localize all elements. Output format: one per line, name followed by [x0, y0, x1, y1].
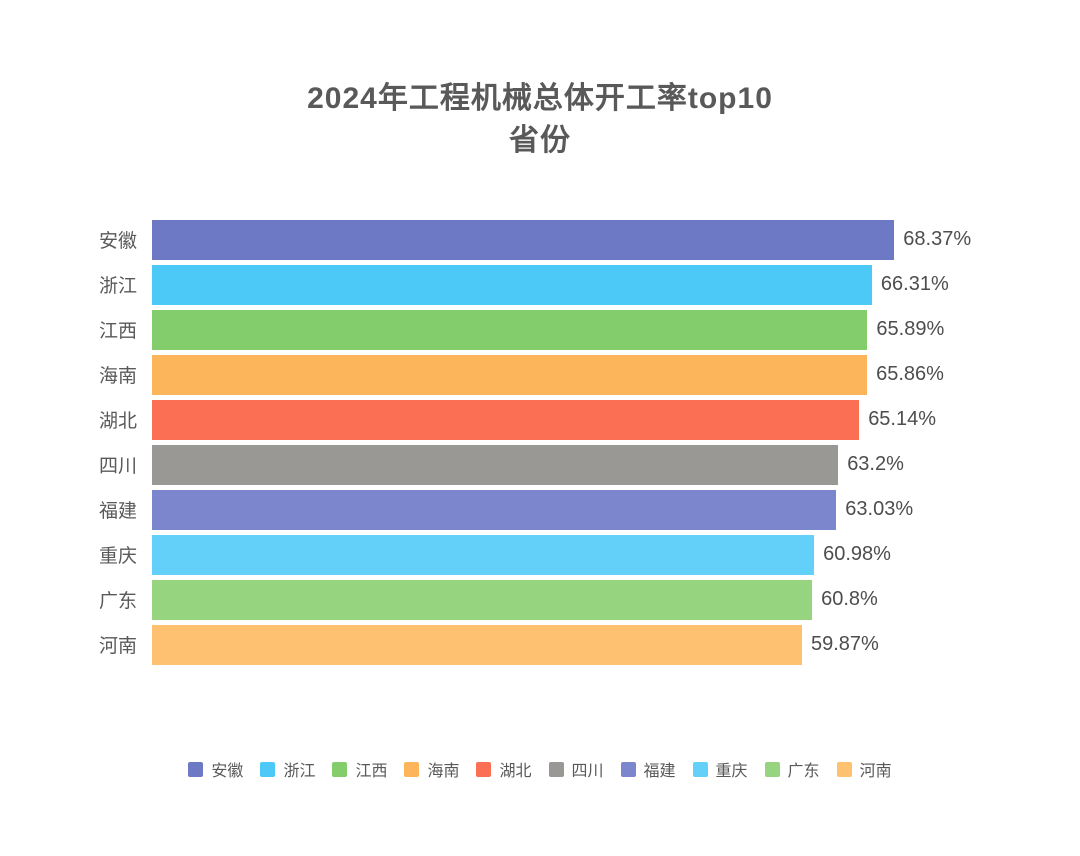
legend-item[interactable]: 河南 [836, 757, 892, 781]
bar-row: 江西 65.89% [0, 307, 1080, 352]
bar-row: 重庆 60.98% [0, 532, 1080, 577]
value-label: 68.37% [903, 228, 972, 250]
bar-row: 湖北 65.14% [0, 397, 1080, 442]
bar-row: 浙江 66.31% [0, 262, 1080, 307]
value-label: 63.2% [847, 453, 904, 475]
category-label: 四川 [98, 456, 137, 477]
value-label: 65.14% [868, 408, 937, 430]
legend-label: 安徽 [211, 763, 244, 780]
legend-label: 江西 [355, 763, 388, 780]
category-label: 重庆 [98, 546, 137, 567]
category-label: 浙江 [98, 276, 137, 297]
legend-label: 广东 [787, 763, 820, 780]
value-label: 66.31% [880, 273, 949, 295]
value-label: 60.98% [823, 543, 891, 565]
legend-item[interactable]: 重庆 [692, 757, 748, 781]
legend-item[interactable]: 海南 [404, 757, 459, 781]
value-label: 60.8% [821, 588, 878, 610]
legend-label: 湖北 [499, 763, 532, 780]
category-label: 湖北 [98, 411, 137, 432]
bar[interactable] [152, 444, 839, 485]
legend-swatch-icon [260, 761, 276, 777]
legend-swatch-icon [404, 761, 420, 777]
chart-legend: 安徽 浙江 江西 海南 湖北 四川 福建 重庆 广东 河南 [0, 757, 1080, 781]
bar[interactable] [152, 264, 872, 305]
legend-label: 浙江 [283, 763, 316, 780]
category-label: 广东 [98, 591, 137, 612]
legend-swatch-icon [548, 761, 564, 777]
legend-item[interactable]: 安徽 [188, 757, 243, 781]
value-label: 63.03% [845, 498, 914, 520]
legend-item[interactable]: 湖北 [476, 757, 532, 781]
bar[interactable] [152, 579, 813, 620]
bar[interactable] [152, 219, 895, 260]
legend-item[interactable]: 广东 [764, 757, 820, 781]
chart-title-line1: 2024年工程机械总体开工率top10 [307, 82, 773, 115]
legend-swatch-icon [188, 761, 204, 777]
chart-title-line2: 省份 [509, 124, 571, 157]
value-label: 65.86% [876, 363, 944, 385]
bar-row: 广东 60.8% [0, 577, 1080, 622]
legend-item[interactable]: 浙江 [260, 757, 315, 781]
legend-label: 四川 [571, 763, 604, 780]
bar[interactable] [152, 354, 868, 395]
bar[interactable] [152, 309, 868, 350]
value-label: 65.89% [876, 318, 945, 340]
legend-swatch-icon [836, 761, 852, 777]
category-label: 福建 [98, 501, 137, 522]
chart-title: 2024年工程机械总体开工率top10 省份 [0, 0, 1080, 162]
value-label: 59.87% [811, 633, 879, 655]
bar[interactable] [152, 534, 815, 575]
bar[interactable] [152, 624, 802, 665]
category-label: 江西 [98, 321, 137, 342]
legend-swatch-icon [476, 761, 492, 777]
bar-chart: 安徽 68.37% 浙江 66.31% 江西 65.89% 海南 65.86% 湖北 65.14%… [0, 217, 1080, 667]
legend-label: 重庆 [715, 763, 748, 780]
legend-swatch-icon [620, 761, 636, 777]
category-label: 安徽 [98, 231, 137, 252]
legend-swatch-icon [764, 761, 780, 777]
legend-label: 海南 [427, 763, 460, 780]
bar-row: 海南 65.86% [0, 352, 1080, 397]
bar-row: 安徽 68.37% [0, 217, 1080, 262]
legend-swatch-icon [332, 761, 348, 777]
bar-row: 河南 59.87% [0, 622, 1080, 667]
legend-label: 福建 [643, 763, 676, 780]
legend-swatch-icon [692, 761, 708, 777]
bar-row: 四川 63.2% [0, 442, 1080, 487]
legend-item[interactable]: 江西 [332, 757, 387, 781]
category-label: 河南 [98, 636, 137, 657]
bar-row: 福建 63.03% [0, 487, 1080, 532]
bar[interactable] [152, 399, 860, 440]
category-label: 海南 [98, 366, 137, 387]
legend-label: 河南 [859, 763, 892, 780]
bar-rows: 安徽 68.37% 浙江 66.31% 江西 65.89% 海南 65.86% 湖北 65.14%… [0, 217, 1080, 667]
bar[interactable] [152, 489, 837, 530]
legend-item[interactable]: 四川 [548, 757, 604, 781]
legend-item[interactable]: 福建 [620, 757, 676, 781]
